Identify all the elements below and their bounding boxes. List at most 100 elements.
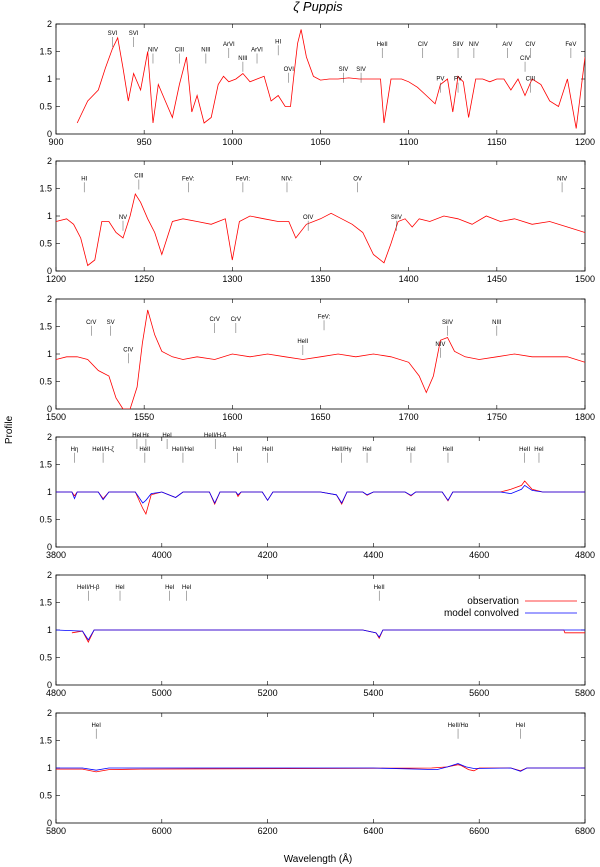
y-tick-label: 1 xyxy=(47,625,52,635)
line-id-label: HeII/H-β xyxy=(77,585,100,591)
x-tick-label: 950 xyxy=(137,137,152,147)
line-id-label: HeI xyxy=(233,447,243,453)
line-id-label: HeI xyxy=(165,585,175,591)
line-id-label: NIII xyxy=(201,48,211,54)
y-tick-label: 0.5 xyxy=(39,653,52,663)
x-tick-label: 1750 xyxy=(487,412,507,422)
line-id-label: HeII xyxy=(377,42,388,48)
y-tick-label: 0 xyxy=(47,818,52,828)
x-tick-label: 1600 xyxy=(222,412,242,422)
observation-line xyxy=(71,629,585,643)
x-tick-label: 6200 xyxy=(258,826,278,836)
x-tick-label: 1200 xyxy=(575,137,595,147)
y-tick-label: 0 xyxy=(47,680,52,690)
y-tick-label: 1.5 xyxy=(39,736,52,746)
line-id-label: HeII xyxy=(374,585,385,591)
legend-label: model convolved xyxy=(444,608,519,619)
line-id-label: Hε xyxy=(142,433,149,439)
y-tick-label: 1 xyxy=(47,349,52,359)
line-id-label: HeII xyxy=(519,447,530,453)
x-tick-label: 6600 xyxy=(469,826,489,836)
x-tick-label: 1500 xyxy=(46,412,66,422)
x-tick-label: 4200 xyxy=(258,550,278,560)
line-id-label: HeII xyxy=(442,447,453,453)
y-tick-label: 2 xyxy=(47,432,52,442)
line-id-label: SiIV xyxy=(391,215,402,221)
line-id-label: HeI xyxy=(516,723,526,729)
y-tick-label: 1 xyxy=(47,74,52,84)
line-id-label: HeI xyxy=(182,585,192,591)
line-id-label: HI xyxy=(81,176,87,182)
line-id-label: SVI xyxy=(108,31,118,37)
line-id-label: SIV xyxy=(339,67,349,73)
x-tick-label: 1100 xyxy=(399,137,418,147)
line-id-label: HeI xyxy=(92,723,102,729)
x-tick-label: 1350 xyxy=(310,274,330,284)
y-tick-label: 0 xyxy=(47,129,52,139)
line-id-label: ArV xyxy=(502,42,512,48)
y-tick-label: 1.5 xyxy=(39,460,52,470)
line-id-label: CrV xyxy=(86,320,96,326)
y-tick-label: 1 xyxy=(47,763,52,773)
x-tick-label: 4400 xyxy=(363,550,383,560)
y-tick-label: 2 xyxy=(47,156,52,166)
x-tick-label: 1800 xyxy=(575,412,595,422)
x-tick-label: 4600 xyxy=(469,550,489,560)
panel-2: 0 0.5 1 1.5 2 1200 1250 1300 1350 1400 1450 1500 HI N… xyxy=(39,156,595,284)
y-tick-label: 2 xyxy=(47,294,52,304)
line-id-label: PV xyxy=(436,77,444,83)
line-id-label: HeII/H-ζ xyxy=(92,447,114,453)
y-tick-label: 1.5 xyxy=(39,598,52,608)
line-id-label: CIV xyxy=(418,42,428,48)
line-id-label: NIV xyxy=(148,48,158,54)
x-tick-label: 1550 xyxy=(134,412,154,422)
line-id-label: HeI xyxy=(115,585,125,591)
y-tick-label: 2 xyxy=(47,708,52,718)
line-id-label: HeI xyxy=(406,447,416,453)
line-id-label: CIII xyxy=(526,77,536,83)
legend-label: observation xyxy=(467,596,519,607)
x-tick-label: 6800 xyxy=(575,826,595,836)
x-tick-label: 1300 xyxy=(222,274,242,284)
line-id-label: HeII/H-δ xyxy=(204,433,227,439)
observation-line xyxy=(76,29,585,129)
x-tick-label: 1050 xyxy=(310,137,330,147)
model-line xyxy=(56,484,585,504)
line-id-label: CrV xyxy=(231,317,241,323)
x-tick-label: 3800 xyxy=(46,550,66,560)
y-tick-label: 1.5 xyxy=(39,47,52,57)
line-id-label: NIV xyxy=(435,342,445,348)
panel-6: 0 0.5 1 1.5 2 5800 6000 6200 6400 6600 6800 HeI HeII… xyxy=(39,708,595,836)
line-id-label: HeII xyxy=(262,447,273,453)
line-id-label: HeII/HeI xyxy=(172,447,194,453)
y-tick-label: 1 xyxy=(47,211,52,221)
x-tick-label: 5400 xyxy=(363,688,383,698)
y-tick-label: 1 xyxy=(47,487,52,497)
x-tick-label: 900 xyxy=(48,137,63,147)
line-id-label: CIV xyxy=(520,56,530,62)
x-tick-label: 1450 xyxy=(487,274,507,284)
y-tick-label: 2 xyxy=(47,19,52,29)
y-tick-label: 0.5 xyxy=(39,377,52,387)
line-id-label: FeV: xyxy=(182,176,195,182)
line-id-label: FeV xyxy=(565,42,576,48)
line-id-label: NV xyxy=(119,215,127,221)
observation-line xyxy=(56,192,585,267)
line-id-label: HI xyxy=(275,39,281,45)
x-tick-label: 6400 xyxy=(363,826,383,836)
panel-5: 0 0.5 1 1.5 2 4800 5000 5200 5400 5600 5800 HeII/H-… xyxy=(39,570,595,698)
observation-line xyxy=(56,480,585,516)
line-id-label: CrV xyxy=(210,317,220,323)
line-id-label: CIV xyxy=(525,42,535,48)
line-id-label: SiIV xyxy=(453,42,464,48)
x-axis-label: Wavelength (Å) xyxy=(284,852,353,865)
x-tick-label: 1500 xyxy=(575,274,595,284)
chart-title: ζ Puppis xyxy=(293,0,343,14)
model-line xyxy=(56,763,585,772)
x-tick-label: 1150 xyxy=(487,137,506,147)
line-id-label: CIII xyxy=(134,174,144,180)
line-id-label: HeI xyxy=(362,447,372,453)
model-line xyxy=(56,629,585,641)
observation-line xyxy=(56,309,585,409)
